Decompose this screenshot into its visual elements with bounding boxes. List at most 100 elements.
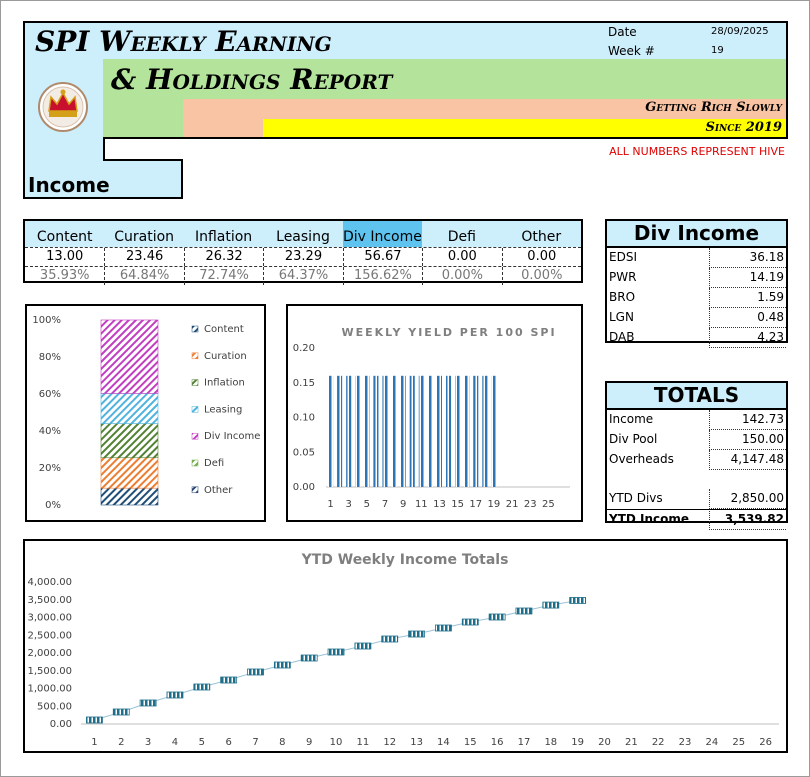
- x-tick-label: 5: [364, 499, 370, 510]
- marker: [86, 716, 103, 724]
- y-tick-label: 2,000.00: [27, 648, 72, 659]
- row-value: 2,850.00: [709, 489, 786, 509]
- x-tick-label: 21: [506, 499, 519, 510]
- chart-title: YTD Weekly Income Totals: [301, 552, 509, 568]
- column-header: Content: [25, 221, 105, 247]
- row-value: 142.73: [709, 410, 786, 430]
- y-tick-label: 0.00: [293, 482, 315, 493]
- column-header: Other: [501, 221, 581, 247]
- date-label: Date: [608, 25, 637, 39]
- bar: [400, 375, 406, 487]
- bar: [427, 375, 433, 487]
- x-tick-label: 3: [145, 737, 151, 748]
- bar: [327, 375, 334, 487]
- yellow-band: [263, 119, 786, 137]
- bar: [391, 375, 397, 487]
- legend-swatch: [191, 379, 199, 386]
- x-tick-label: 20: [598, 737, 611, 748]
- y-tick-label: 60%: [39, 389, 61, 400]
- income-value: 23.46: [104, 248, 183, 266]
- week-label: Week #: [608, 44, 655, 58]
- legend-label: Content: [204, 324, 244, 335]
- x-tick-label: 15: [451, 499, 464, 510]
- row-label: YTD Divs: [609, 491, 663, 505]
- row-value: 3,539.82: [709, 509, 786, 530]
- x-tick-label: 6: [225, 737, 231, 748]
- row-value: 1.59: [709, 288, 786, 308]
- legend-label: Curation: [204, 351, 247, 362]
- income-percent: 0.00%: [501, 267, 581, 285]
- x-tick-label: 7: [382, 499, 388, 510]
- marker: [354, 642, 372, 650]
- bar: [473, 375, 479, 487]
- bar: [346, 375, 352, 487]
- marker: [300, 654, 318, 662]
- marker: [435, 624, 452, 632]
- y-tick-label: 0%: [45, 500, 61, 511]
- legend-label: Leasing: [204, 404, 242, 415]
- row-value: 14.19: [709, 268, 786, 288]
- x-tick-label: 11: [415, 499, 428, 510]
- income-tab: [103, 159, 183, 199]
- x-tick-label: 25: [542, 499, 555, 510]
- x-tick-label: 19: [571, 737, 584, 748]
- chart-title: WEEKLY YIELD PER 100 SPI: [341, 326, 556, 339]
- legend-label: Defi: [204, 458, 224, 469]
- bar: [355, 375, 361, 487]
- hive-note: ALL NUMBERS REPRESENT HIVE: [609, 145, 785, 158]
- bar: [436, 375, 443, 487]
- y-tick-label: 100%: [32, 315, 61, 326]
- income-value: 0.00: [422, 248, 501, 266]
- x-tick-label: 13: [410, 737, 423, 748]
- y-tick-label: 3,000.00: [27, 613, 72, 624]
- bar: [409, 375, 415, 487]
- income-value: 0.00: [501, 248, 581, 266]
- y-tick-label: 1,000.00: [27, 684, 72, 695]
- week-value: 19: [711, 45, 724, 56]
- marker: [247, 668, 264, 676]
- bar: [382, 375, 388, 487]
- x-tick-label: 22: [652, 737, 665, 748]
- column-header: Curation: [104, 221, 184, 247]
- marker: [112, 708, 130, 716]
- x-tick-label: 11: [357, 737, 370, 748]
- income-header-row: Content Curation Inflation Leasing Div Incom…: [25, 221, 581, 247]
- marker: [220, 676, 238, 684]
- row-value: 150.00: [709, 430, 786, 450]
- x-tick-label: 26: [759, 737, 772, 748]
- legend-label: Inflation: [204, 378, 245, 389]
- x-tick-label: 10: [330, 737, 343, 748]
- x-tick-label: 9: [306, 737, 312, 748]
- y-tick-label: 500.00: [37, 701, 72, 712]
- bar-segment: [100, 487, 159, 506]
- x-tick-label: 23: [524, 499, 537, 510]
- row-value: 4.23: [709, 328, 786, 348]
- income-table: Content Curation Inflation Leasing Div Incom…: [23, 219, 583, 285]
- y-tick-label: 4,000.00: [27, 577, 72, 588]
- bar: [455, 375, 461, 487]
- bar-segment: [100, 393, 159, 424]
- marker: [381, 635, 399, 643]
- bar: [445, 375, 452, 487]
- bar: [373, 375, 379, 487]
- row-label: DAB: [609, 330, 635, 344]
- income-value-row: 13.00 23.46 26.32 23.29 56.67 0.00 0.00: [25, 247, 581, 266]
- x-tick-label: 9: [400, 499, 406, 510]
- x-tick-label: 18: [544, 737, 557, 748]
- y-tick-label: 0.20: [293, 343, 315, 354]
- y-tick-label: 80%: [39, 352, 61, 363]
- income-value: 13.00: [46, 249, 84, 264]
- legend-swatch: [191, 486, 199, 494]
- y-tick-label: 20%: [39, 463, 61, 474]
- x-tick-label: 21: [625, 737, 638, 748]
- y-tick-label: 0.10: [293, 413, 315, 424]
- income-percent-row: 35.93% 64.84% 72.74% 64.37% 156.62% 0.00% 0.00…: [25, 266, 581, 285]
- column-header: Div Income: [342, 221, 423, 247]
- title-line-1: SPI Weekly Earning: [35, 25, 332, 58]
- tagline: Getting Rich Slowly: [645, 100, 782, 115]
- x-tick-label: 19: [488, 499, 501, 510]
- legend-swatch: [191, 406, 199, 413]
- income-percent: 156.62%: [342, 267, 422, 285]
- chart-frame: [25, 304, 266, 522]
